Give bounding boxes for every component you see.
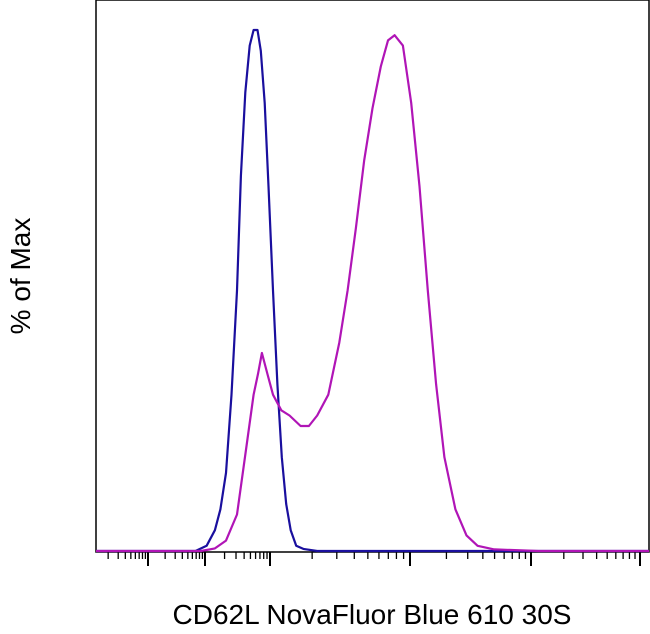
series-1-line	[96, 28, 649, 553]
x-axis-ticks	[107, 552, 641, 566]
x-axis-title: CD62L NovaFluor Blue 610 30S	[173, 599, 572, 630]
plot-frame	[95, 0, 650, 553]
y-axis-title: % of Max	[5, 218, 36, 335]
series-2-line	[96, 34, 649, 553]
series-layer	[96, 28, 649, 553]
